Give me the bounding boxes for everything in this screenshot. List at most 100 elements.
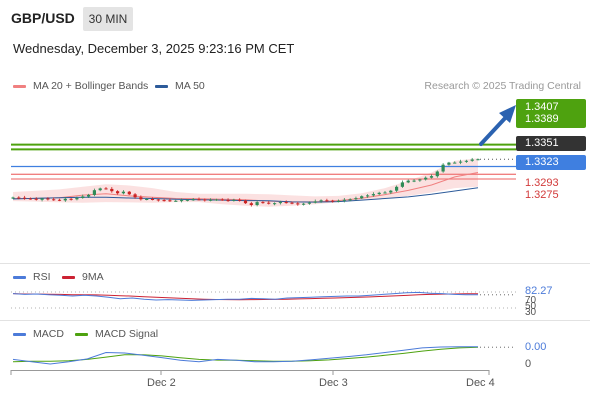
candle-body bbox=[261, 202, 265, 204]
candle-body bbox=[342, 199, 346, 201]
candle-body bbox=[424, 177, 428, 180]
macd-line bbox=[12, 346, 478, 365]
candle-body bbox=[81, 196, 85, 198]
candle-body bbox=[116, 191, 120, 194]
candle-body bbox=[17, 197, 21, 199]
ma20-swatch bbox=[13, 84, 26, 88]
candle-body bbox=[168, 200, 172, 202]
candle-body bbox=[284, 202, 288, 204]
research-credit: Research © 2025 Trading Central bbox=[424, 80, 581, 92]
candle-body bbox=[162, 200, 166, 202]
candle-body bbox=[121, 191, 125, 194]
candle-body bbox=[52, 199, 56, 201]
signal-legend-label: MACD Signal bbox=[95, 328, 159, 340]
candle-body bbox=[133, 194, 137, 198]
candle-body bbox=[226, 200, 230, 202]
candle-body bbox=[267, 202, 271, 204]
candle-body bbox=[400, 182, 404, 187]
candle-body bbox=[220, 199, 224, 201]
legend-macd-signal: MACD Signal bbox=[75, 328, 158, 340]
x-tick-dec4: Dec 4 bbox=[466, 377, 495, 389]
candle-body bbox=[348, 199, 352, 201]
support-2-price: 1.3275 bbox=[525, 189, 559, 201]
rsi-separator bbox=[0, 263, 590, 264]
candle-body bbox=[476, 159, 480, 161]
forecast-arrow-head bbox=[499, 105, 516, 123]
candle-body bbox=[63, 198, 67, 201]
currency-pair: GBP/USD bbox=[11, 10, 75, 26]
x-tick-dec3: Dec 3 bbox=[319, 377, 348, 389]
candle-body bbox=[34, 198, 38, 200]
candle-body bbox=[232, 199, 236, 201]
candle-body bbox=[87, 194, 91, 197]
candle-body bbox=[459, 161, 463, 163]
ma50-swatch bbox=[155, 84, 168, 88]
candle-body bbox=[156, 199, 160, 201]
candle-body bbox=[412, 180, 416, 182]
candle-body bbox=[92, 190, 96, 195]
candle-body bbox=[203, 199, 207, 201]
macd-zero-tick: 0 bbox=[525, 358, 532, 370]
legend-ma20: MA 20 + Bollinger Bands bbox=[13, 80, 148, 92]
candle-body bbox=[180, 200, 184, 202]
rsi-ma-line bbox=[12, 293, 478, 301]
candle-body bbox=[57, 199, 62, 201]
candle-body bbox=[249, 203, 253, 205]
candle-body bbox=[104, 188, 108, 190]
candle-body bbox=[307, 202, 311, 204]
legend-ma50: MA 50 bbox=[155, 80, 205, 92]
candle-body bbox=[46, 198, 50, 200]
candle-body bbox=[429, 176, 434, 178]
candle-body bbox=[98, 188, 102, 191]
candle-body bbox=[191, 199, 195, 201]
candle-body bbox=[127, 191, 131, 195]
macd-legend-label: MACD bbox=[33, 328, 64, 340]
rsi-line bbox=[12, 291, 478, 301]
x-tick-dec2: Dec 2 bbox=[147, 377, 176, 389]
candle-body bbox=[313, 201, 317, 203]
candle-body bbox=[150, 199, 155, 200]
candle-body bbox=[40, 198, 44, 200]
candle-body bbox=[447, 162, 451, 165]
macd-value: 0.00 bbox=[525, 341, 547, 353]
candle-body bbox=[383, 192, 387, 194]
forecast-arrow-shaft bbox=[479, 113, 510, 146]
candle-body bbox=[336, 200, 341, 202]
resistance-2-price: 1.3407 bbox=[525, 101, 559, 113]
candle-body bbox=[371, 194, 375, 196]
candle-body bbox=[464, 160, 468, 162]
timeframe-button[interactable]: 30 MIN bbox=[83, 7, 133, 31]
candle-body bbox=[441, 164, 445, 172]
candle-body bbox=[255, 202, 259, 205]
rsi-value: 82.27 bbox=[525, 285, 553, 297]
candle-body bbox=[331, 200, 335, 202]
candle-body bbox=[243, 200, 248, 204]
candle-body bbox=[366, 195, 370, 197]
resistance-2-tag bbox=[516, 99, 586, 128]
pivot-tag: 1.3323 bbox=[516, 155, 586, 170]
candle-body bbox=[319, 200, 323, 202]
candle-body bbox=[377, 192, 381, 195]
candle-body bbox=[11, 197, 15, 199]
candle-body bbox=[28, 198, 32, 200]
candle-body bbox=[325, 200, 329, 202]
ma20-legend-label: MA 20 + Bollinger Bands bbox=[33, 80, 149, 92]
signal-swatch bbox=[75, 332, 88, 336]
9ma-swatch bbox=[62, 275, 75, 279]
candle-body bbox=[354, 198, 358, 200]
candle-body bbox=[470, 159, 474, 161]
candle-body bbox=[238, 199, 242, 201]
candle-body bbox=[302, 203, 306, 205]
candle-body bbox=[296, 203, 300, 205]
candle-body bbox=[174, 200, 178, 202]
9ma-legend-label: 9MA bbox=[82, 271, 104, 283]
ma50-legend-label: MA 50 bbox=[175, 80, 205, 92]
chart-datetime: Wednesday, December 3, 2025 9:23:16 PM C… bbox=[13, 41, 295, 56]
legend-macd: MACD bbox=[13, 328, 64, 340]
candle-body bbox=[418, 179, 422, 181]
candle-body bbox=[395, 186, 399, 191]
candle-body bbox=[69, 198, 73, 200]
rsi-tick-50: 50 bbox=[525, 301, 537, 312]
candle-body bbox=[185, 199, 189, 201]
